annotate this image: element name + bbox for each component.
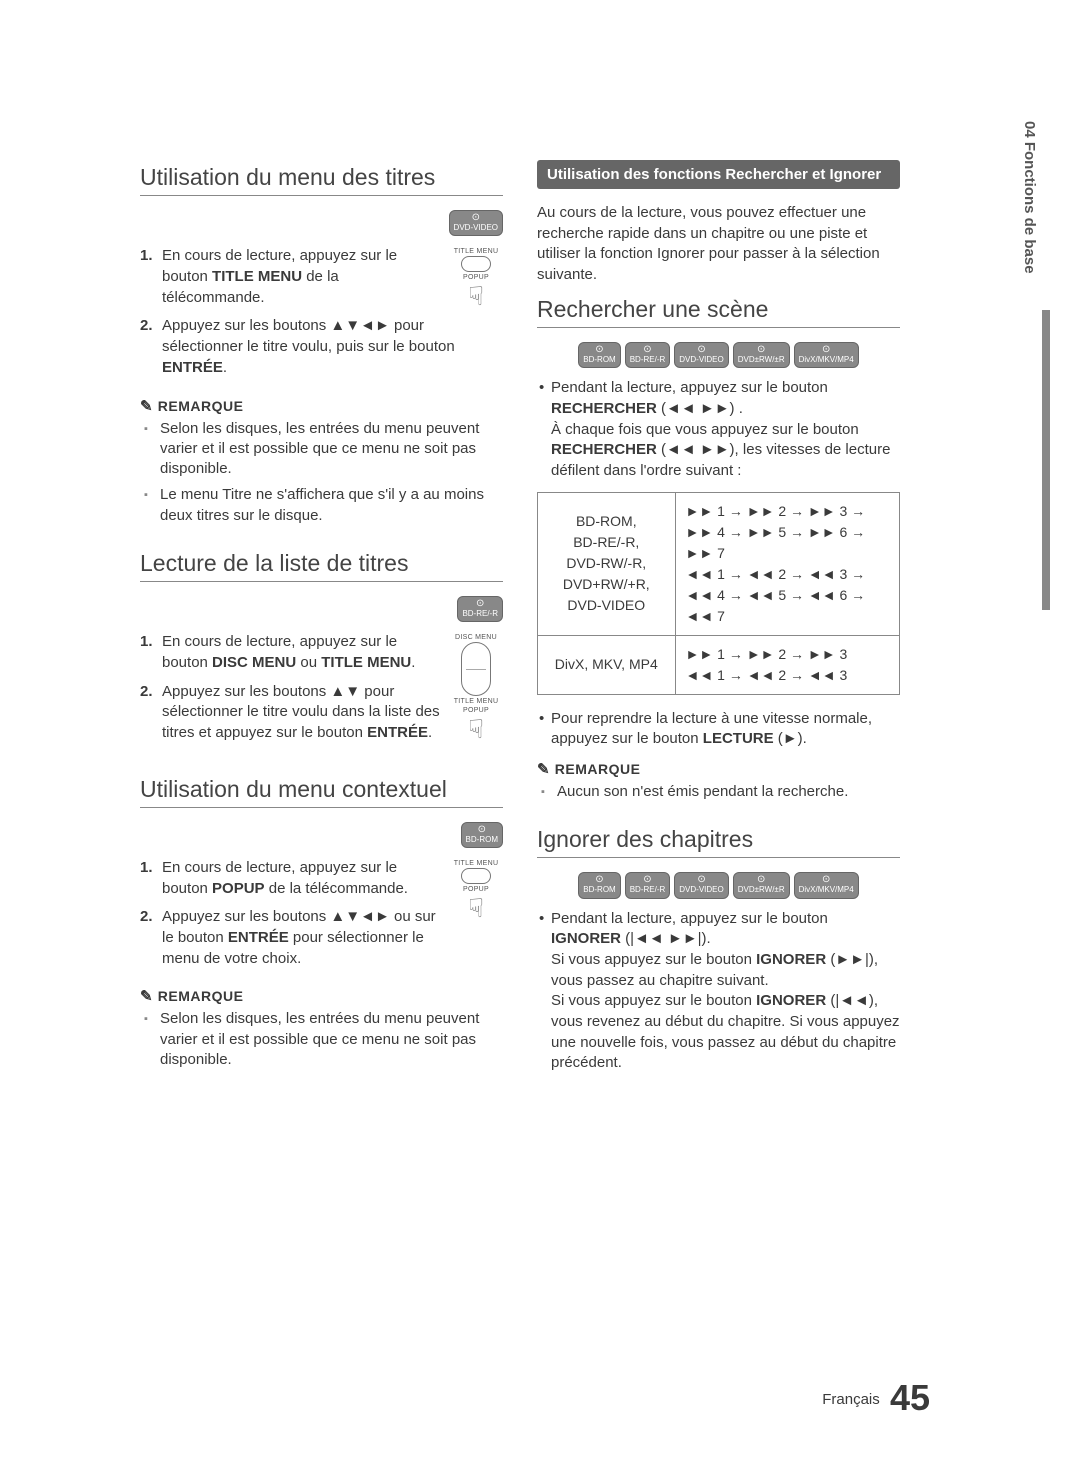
table-cell: DivX, MKV, MP4 — [538, 635, 676, 694]
intro-paragraph: Au cours de la lecture, vous pouvez effe… — [537, 203, 900, 286]
disc-badge: ⊙DVD-VIDEO — [674, 872, 728, 898]
note-item: Le menu Titre ne s'affichera que s'il y … — [160, 485, 503, 526]
badge-row: ⊙BD-ROM — [140, 822, 503, 848]
disc-badge: ⊙DVD±RW/±R — [733, 872, 790, 898]
disc-badge: ⊙BD-RE/-R — [625, 872, 671, 898]
disc-badge: ⊙BD-RE/-R — [457, 596, 503, 622]
table-cell: ►► 1 → ►► 2 → ►► 3 → ►► 4 → ►► 5 → ►► 6 … — [675, 492, 899, 635]
hand-icon: ☟ — [449, 895, 503, 921]
table-cell: ►► 1 → ►► 2 → ►► 3 ◄◄ 1 → ◄◄ 2 → ◄◄ 3 — [675, 635, 899, 694]
table-cell: BD-ROM, BD-RE/-R, DVD-RW/-R, DVD+RW/+R, … — [538, 492, 676, 635]
speed-table: BD-ROM, BD-RE/-R, DVD-RW/-R, DVD+RW/+R, … — [537, 492, 900, 695]
remote-illustration: DISC MENU TITLE MENU POPUP ☟ — [449, 632, 503, 742]
badge-row: ⊙BD-ROM⊙BD-RE/-R⊙DVD-VIDEO⊙DVD±RW/±R⊙Div… — [537, 342, 900, 368]
bullet-list: Pendant la lecture, appuyez sur le bouto… — [537, 378, 900, 481]
section-title-menu-titres: Utilisation du menu des titres — [140, 164, 503, 196]
badge-row: ⊙BD-RE/-R — [140, 596, 503, 622]
note-item: Aucun son n'est émis pendant la recherch… — [557, 782, 900, 802]
remarque-heading: REMARQUE — [537, 760, 900, 778]
remote-illustration: TITLE MENU POPUP ☟ — [449, 246, 503, 309]
disc-badge: ⊙DivX/MKV/MP4 — [794, 342, 859, 368]
side-tab: 04 Fonctions de base — [1019, 115, 1040, 280]
bullet-list: Pour reprendre la lecture à une vitesse … — [537, 709, 900, 750]
section-title-liste-titres: Lecture de la liste de titres — [140, 550, 503, 582]
page-footer: Français 45 — [822, 1377, 930, 1419]
right-column: Utilisation des fonctions Rechercher et … — [537, 160, 900, 1080]
note-item: Selon les disques, les entrées du menu p… — [160, 419, 503, 480]
disc-badge: ⊙BD-RE/-R — [625, 342, 671, 368]
disc-badge: ⊙DVD±RW/±R — [733, 342, 790, 368]
bullet-item: Pendant la lecture, appuyez sur le bouto… — [551, 909, 900, 1075]
section-title-rechercher-scene: Rechercher une scène — [537, 296, 900, 328]
section-title-menu-contextuel: Utilisation du menu contextuel — [140, 776, 503, 808]
hand-icon: ☟ — [449, 716, 503, 742]
bullet-item: Pour reprendre la lecture à une vitesse … — [551, 709, 900, 750]
side-bar — [1042, 310, 1050, 610]
page-content: Utilisation du menu des titres ⊙DVD-VIDE… — [140, 160, 900, 1080]
disc-badge: ⊙BD-ROM — [578, 872, 620, 898]
remote-illustration: TITLE MENU POPUP ☟ — [449, 858, 503, 921]
hand-icon: ☟ — [449, 283, 503, 309]
badge-row: ⊙BD-ROM⊙BD-RE/-R⊙DVD-VIDEO⊙DVD±RW/±R⊙Div… — [537, 872, 900, 898]
left-column: Utilisation du menu des titres ⊙DVD-VIDE… — [140, 160, 503, 1080]
disc-badge: ⊙DVD-VIDEO — [449, 210, 503, 236]
disc-badge: ⊙BD-ROM — [461, 822, 503, 848]
note-list: Selon les disques, les entrées du menu p… — [140, 419, 503, 526]
footer-lang: Français — [822, 1391, 880, 1408]
note-list: Selon les disques, les entrées du menu p… — [140, 1009, 503, 1070]
remarque-heading: REMARQUE — [140, 397, 503, 415]
disc-badge: ⊙DVD-VIDEO — [674, 342, 728, 368]
disc-badge: ⊙BD-ROM — [578, 342, 620, 368]
note-list: Aucun son n'est émis pendant la recherch… — [537, 782, 900, 802]
remarque-heading: REMARQUE — [140, 987, 503, 1005]
bullet-item: Pendant la lecture, appuyez sur le bouto… — [551, 378, 900, 481]
section-title-ignorer-chapitres: Ignorer des chapitres — [537, 826, 900, 858]
page-number: 45 — [890, 1377, 930, 1418]
section-bar-rechercher-ignorer: Utilisation des fonctions Rechercher et … — [537, 160, 900, 189]
note-item: Selon les disques, les entrées du menu p… — [160, 1009, 503, 1070]
bullet-list: Pendant la lecture, appuyez sur le bouto… — [537, 909, 900, 1075]
badge-row: ⊙DVD-VIDEO — [140, 210, 503, 236]
disc-badge: ⊙DivX/MKV/MP4 — [794, 872, 859, 898]
